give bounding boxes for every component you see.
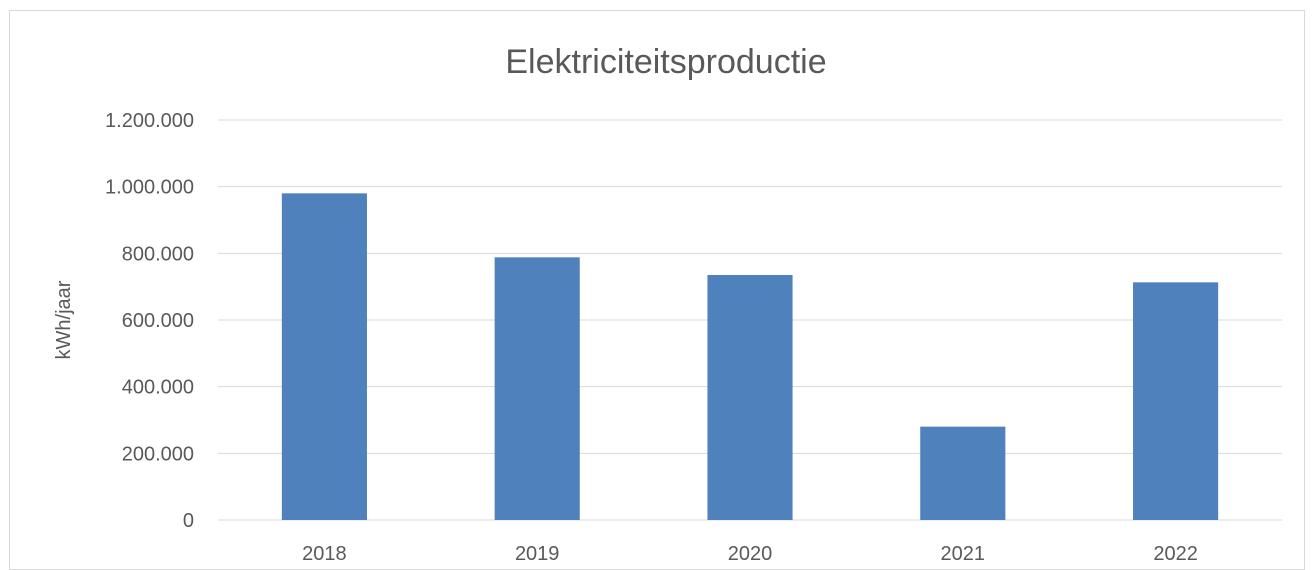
bar-2019 xyxy=(494,257,580,520)
y-tick-label: 400.000 xyxy=(122,377,194,399)
y-tick-label: 800.000 xyxy=(122,243,194,265)
y-axis-title: kWh/jaar xyxy=(53,280,75,359)
x-axis-ticks: 2018 2019 2020 2021 2022 xyxy=(302,543,1198,564)
x-tick-label: 2022 xyxy=(1153,543,1198,564)
bar-2018 xyxy=(281,193,367,521)
bars xyxy=(281,193,1219,521)
gridlines xyxy=(218,119,1282,521)
y-tick-label: 600.000 xyxy=(122,310,194,332)
y-tick-label: 0 xyxy=(183,510,194,532)
chart-title: Elektriciteitsproductie xyxy=(505,43,826,81)
bar-2021 xyxy=(920,426,1006,520)
x-tick-label: 2018 xyxy=(302,543,347,564)
bar-2020 xyxy=(707,275,793,520)
y-tick-label: 1.200.000 xyxy=(105,110,194,132)
x-tick-label: 2020 xyxy=(728,543,773,564)
y-tick-label: 200.000 xyxy=(122,443,194,465)
x-tick-label: 2021 xyxy=(941,543,986,564)
bar-2022 xyxy=(1133,282,1219,520)
y-tick-label: 1.000.000 xyxy=(105,177,194,199)
x-tick-label: 2019 xyxy=(515,543,560,564)
y-axis-ticks: 0 200.000 400.000 600.000 800.000 1.000.000 1.… xyxy=(105,110,194,532)
chart-frame xyxy=(9,10,1305,570)
